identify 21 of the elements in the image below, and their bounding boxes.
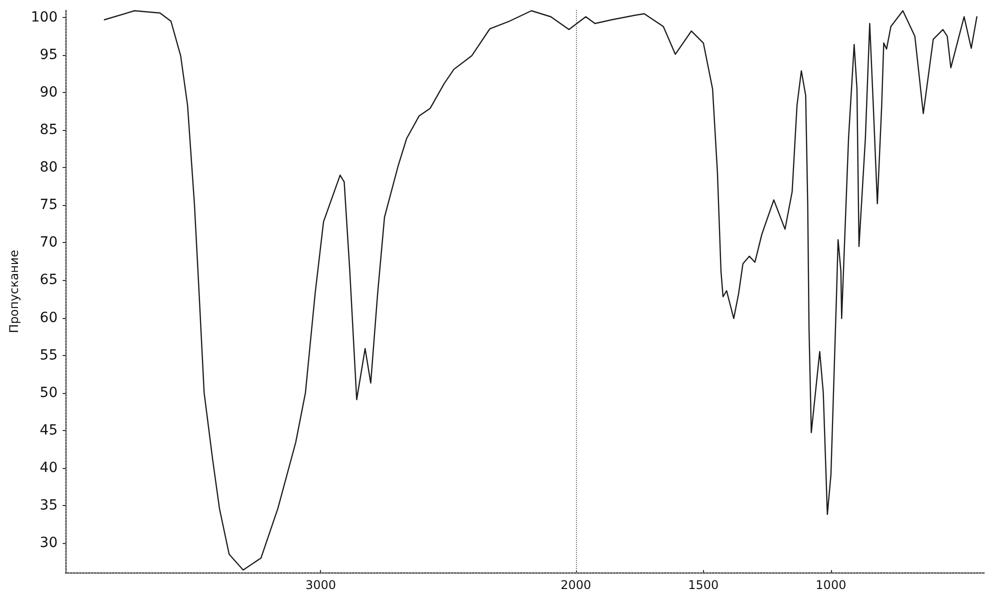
x-tick-label: 2000 <box>560 578 592 592</box>
y-tick-label: 30 <box>40 534 58 551</box>
y-tick-label: 70 <box>40 234 58 251</box>
x-tick-label: 3000 <box>305 578 336 592</box>
x-tick-label: 1000 <box>816 578 846 592</box>
y-axis-title: Пропускание <box>7 250 21 334</box>
y-tick-label: 85 <box>40 122 58 138</box>
y-tick-label: 60 <box>40 310 58 326</box>
y-tick-label: 90 <box>40 84 58 101</box>
y-tick-label: 100 <box>30 10 58 26</box>
y-tick-label: 35 <box>40 497 58 514</box>
y-tick-label: 45 <box>40 422 58 438</box>
x-tick-label: 1500 <box>688 578 719 592</box>
y-tick-label: 65 <box>40 272 58 288</box>
y-tick-label: 40 <box>40 460 58 476</box>
y-tick-label: 75 <box>40 197 58 214</box>
y-tick-label: 55 <box>40 347 58 364</box>
y-tick-label: 80 <box>40 160 58 176</box>
y-tick-label: 50 <box>40 384 58 401</box>
y-tick-label: 95 <box>40 47 58 64</box>
line-series <box>104 10 978 571</box>
